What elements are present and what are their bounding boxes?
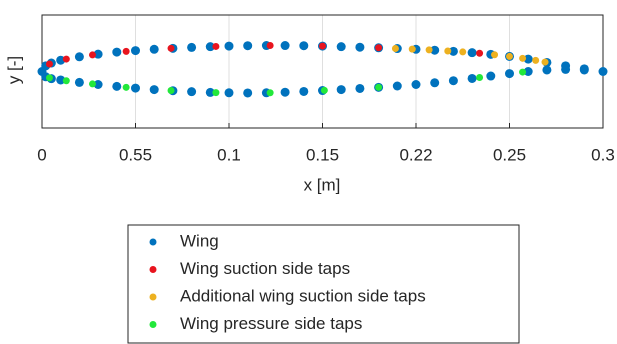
point (355, 42, 365, 52)
legend-label: Wing (180, 231, 219, 250)
point (336, 42, 346, 52)
point (266, 89, 274, 97)
point (243, 88, 253, 98)
point (391, 45, 399, 53)
point (355, 83, 365, 93)
point (212, 42, 220, 50)
point (62, 77, 70, 85)
point (444, 47, 452, 55)
legend-label: Additional wing suction side taps (180, 286, 426, 305)
point (541, 58, 549, 66)
point (131, 83, 140, 93)
y-axis-label: y [-] (4, 56, 23, 84)
point (448, 46, 458, 56)
point (459, 48, 467, 56)
point (476, 74, 484, 82)
point (56, 55, 66, 65)
point (74, 52, 84, 62)
point (519, 68, 527, 76)
point (205, 87, 215, 97)
point (93, 49, 103, 59)
point (45, 74, 53, 82)
point (74, 77, 84, 87)
point (187, 42, 197, 52)
point (392, 81, 402, 91)
point (187, 87, 197, 97)
point (299, 41, 309, 51)
point (467, 48, 477, 58)
point (243, 41, 253, 51)
point (112, 81, 122, 91)
point (425, 46, 433, 54)
point (112, 47, 122, 57)
legend-marker (149, 293, 157, 301)
point (505, 69, 514, 79)
point (448, 76, 458, 86)
point (62, 55, 70, 63)
point (266, 42, 274, 50)
point (598, 67, 608, 76)
point (467, 73, 477, 83)
point (45, 60, 53, 68)
x-tick-label: 0.1 (217, 145, 241, 164)
point (280, 41, 290, 51)
point (149, 85, 159, 95)
point (411, 79, 421, 89)
point (519, 54, 527, 62)
point (205, 42, 215, 52)
point (88, 80, 96, 88)
point (167, 87, 175, 95)
point (506, 52, 513, 60)
legend-label: Wing pressure side taps (180, 314, 362, 333)
point (88, 51, 96, 59)
x-axis-label: x [m] (304, 175, 341, 194)
point (93, 79, 103, 89)
point (131, 46, 140, 56)
legend-label: Wing suction side taps (180, 259, 350, 278)
x-tick-label: 0.15 (306, 145, 339, 164)
point (408, 45, 416, 53)
point (491, 51, 499, 59)
point (320, 86, 328, 94)
point (167, 44, 175, 52)
point (430, 78, 440, 88)
point (476, 49, 484, 57)
x-tick-label: 0 (37, 145, 46, 164)
point (532, 56, 540, 64)
legend-marker (149, 266, 157, 273)
point (430, 45, 440, 55)
point (122, 47, 130, 55)
point (579, 65, 589, 75)
legend-marker (149, 321, 157, 328)
point (224, 41, 234, 51)
x-tick-label: 0.55 (119, 145, 152, 164)
point (542, 65, 552, 75)
point (486, 71, 496, 81)
legend-marker (149, 238, 157, 246)
x-tick-label: 0.22 (399, 145, 432, 164)
point (319, 42, 326, 50)
x-tick-label: 0.3 (591, 145, 615, 164)
legend-box (127, 224, 520, 344)
point (280, 87, 290, 97)
point (56, 75, 66, 85)
point (375, 83, 383, 91)
point (561, 64, 571, 74)
point (212, 89, 220, 97)
point (375, 44, 383, 52)
point (149, 44, 159, 54)
point (336, 85, 346, 95)
point (523, 54, 533, 64)
point (122, 83, 130, 91)
point (224, 88, 234, 98)
point (299, 86, 309, 96)
x-tick-label: 0.25 (493, 145, 526, 164)
point (523, 67, 533, 76)
